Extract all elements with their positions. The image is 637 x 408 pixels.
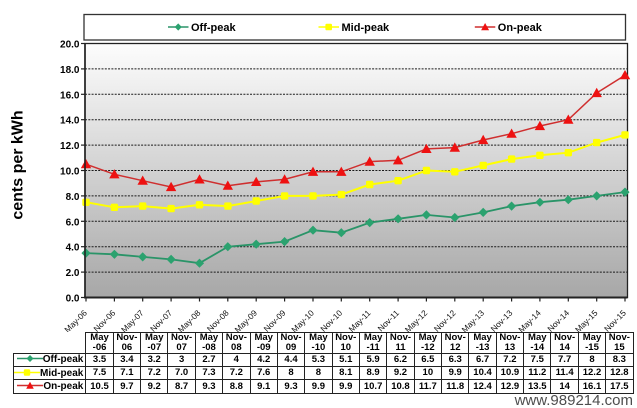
svg-text:2.0: 2.0 bbox=[66, 268, 80, 279]
svg-text:May-15: May-15 bbox=[573, 308, 600, 332]
svg-text:May-08: May-08 bbox=[176, 308, 203, 332]
svg-text:0.0: 0.0 bbox=[66, 294, 80, 305]
svg-text:10.0: 10.0 bbox=[60, 167, 80, 178]
svg-text:May-14: May-14 bbox=[516, 308, 543, 332]
svg-text:4.0: 4.0 bbox=[66, 243, 80, 254]
svg-text:May-12: May-12 bbox=[403, 308, 430, 332]
svg-text:12.0: 12.0 bbox=[60, 141, 80, 152]
svg-text:6.0: 6.0 bbox=[66, 217, 80, 228]
svg-text:May-10: May-10 bbox=[289, 308, 316, 332]
svg-text:Nov-10: Nov-10 bbox=[318, 308, 344, 332]
svg-text:Nov-15: Nov-15 bbox=[602, 308, 628, 332]
svg-text:May-07: May-07 bbox=[119, 308, 146, 332]
svg-text:16.0: 16.0 bbox=[60, 90, 80, 101]
svg-text:Off-peak: Off-peak bbox=[191, 22, 237, 34]
svg-text:8.0: 8.0 bbox=[66, 192, 80, 203]
svg-text:May-09: May-09 bbox=[232, 308, 259, 332]
svg-text:18.0: 18.0 bbox=[60, 65, 80, 76]
svg-text:cents per kWh: cents per kWh bbox=[10, 110, 27, 219]
svg-text:Nov-08: Nov-08 bbox=[205, 308, 231, 332]
svg-text:Nov-12: Nov-12 bbox=[432, 308, 458, 332]
svg-text:20.0: 20.0 bbox=[60, 40, 80, 51]
svg-text:Nov-11: Nov-11 bbox=[375, 308, 401, 332]
svg-text:Nov-09: Nov-09 bbox=[262, 308, 288, 332]
svg-text:Nov-13: Nov-13 bbox=[488, 308, 514, 332]
svg-text:May-06: May-06 bbox=[62, 308, 89, 332]
svg-text:Nov-06: Nov-06 bbox=[91, 308, 117, 332]
svg-text:14.0: 14.0 bbox=[60, 116, 80, 127]
svg-text:May-11: May-11 bbox=[346, 308, 372, 332]
svg-text:May-13: May-13 bbox=[459, 308, 486, 332]
svg-text:Nov-14: Nov-14 bbox=[545, 308, 571, 332]
svg-text:Nov-07: Nov-07 bbox=[148, 308, 174, 332]
svg-text:On-peak: On-peak bbox=[498, 22, 543, 34]
svg-text:Mid-peak: Mid-peak bbox=[342, 22, 391, 34]
